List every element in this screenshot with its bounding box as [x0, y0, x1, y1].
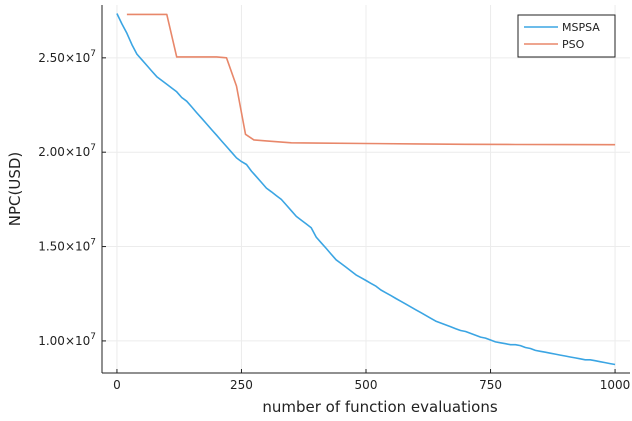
- grid: [102, 5, 630, 373]
- legend: MSPSA PSO: [517, 14, 616, 58]
- legend-label-mspsa: MSPSA: [562, 21, 600, 34]
- x-tick-label: 250: [230, 378, 253, 392]
- x-tick-label: 500: [355, 378, 378, 392]
- series-line-pso: [126, 13, 616, 146]
- x-axis-title: number of function evaluations: [262, 398, 497, 416]
- y-tick-label: 1.50×107: [38, 238, 96, 254]
- y-axis-title: NPC(USD): [6, 152, 24, 227]
- x-tick-label: 1000: [600, 378, 631, 392]
- tick-labels: 0 250 500 750 1000 1.00×107 1.50×107 2.00×107 2.…: [38, 49, 630, 392]
- legend-label-pso: PSO: [562, 38, 585, 51]
- legend-box: [517, 14, 616, 58]
- series-lines: [116, 13, 616, 366]
- x-tick-label: 0: [113, 378, 121, 392]
- series-line-mspsa: [116, 13, 616, 366]
- y-tick-label: 2.00×107: [38, 143, 96, 159]
- y-tick-label: 1.00×107: [38, 332, 96, 348]
- x-tick-label: 750: [479, 378, 502, 392]
- axes: [101, 5, 630, 374]
- y-tick-label: 2.50×107: [38, 49, 96, 65]
